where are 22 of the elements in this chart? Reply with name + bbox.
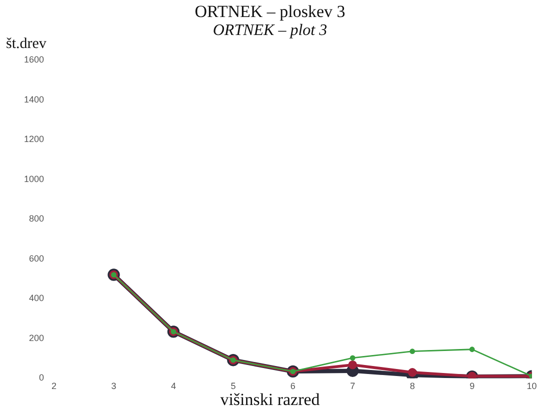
y-tick-label: 800: [28, 214, 44, 224]
x-tick-label: 5: [230, 381, 236, 392]
y-tick-label: 400: [28, 293, 44, 304]
x-tick-label: 8: [410, 381, 415, 392]
x-axis-title: višinski razred: [219, 390, 321, 410]
x-tick-label: 6: [290, 381, 296, 392]
y-tick-label: 1400: [24, 94, 44, 104]
x-tick-label: 2: [52, 381, 57, 392]
chart-title: ORTNEK – ploskev 3: [194, 2, 346, 22]
y-tick-label: 1600: [24, 54, 44, 64]
x-tick-label: 4: [170, 381, 176, 392]
y-tick-label: 600: [28, 253, 44, 264]
y-tick-label: 0: [39, 372, 44, 383]
y-tick-label: 1200: [24, 134, 44, 144]
x-tick-label: 9: [470, 381, 475, 392]
x-tick-label: 10: [526, 381, 537, 392]
y-tick-label: 1000: [24, 174, 44, 184]
y-axis-title: št.drev: [6, 36, 46, 53]
x-tick-label: 3: [111, 381, 116, 392]
x-tick-label: 7: [350, 381, 356, 392]
y-tick-label: 200: [28, 332, 44, 343]
chart-subtitle: ORTNEK – plot 3: [212, 22, 328, 39]
